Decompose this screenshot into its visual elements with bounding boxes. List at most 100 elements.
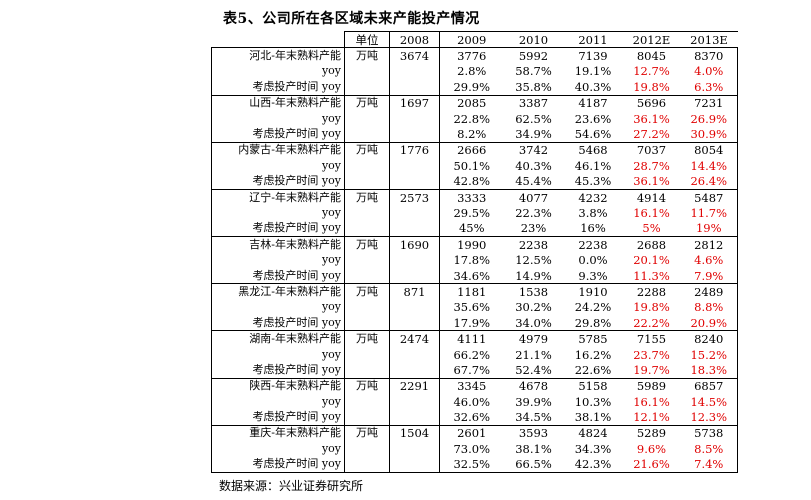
value-cell: 9.6% <box>636 441 667 456</box>
value-cell: 1181 <box>457 284 487 299</box>
unit-cell <box>344 220 390 238</box>
value-2008 <box>389 252 440 268</box>
value-cell: 45.4% <box>503 173 564 190</box>
value-cell: 4824 <box>578 426 608 441</box>
value-cell: 62.5% <box>515 111 552 126</box>
value-cell: 1910 <box>578 284 608 299</box>
value-cell: 14.4% <box>680 158 738 174</box>
value-cell: 8.5% <box>680 441 738 457</box>
value-cell: 39.9% <box>515 394 552 409</box>
value-cell: 21.1% <box>515 347 552 362</box>
value-cell: 20.9% <box>680 315 738 332</box>
value-cell: 7139 <box>578 49 608 64</box>
table-row: 山西-年末熟料产能 万吨 1697 2085 3387 4187 5696 7231 <box>211 95 738 111</box>
value-cell: 38.1% <box>515 441 552 456</box>
unit-cell: 万吨 <box>344 330 390 347</box>
value-cell: 5696 <box>636 96 667 111</box>
table-row: yoy 66.2% 21.1% 16.2% 23.7% 15.2% <box>211 346 738 363</box>
unit-cell <box>344 79 390 96</box>
value-cell: 3776 <box>457 49 487 64</box>
value-cell: 3333 <box>457 190 487 205</box>
value-cell: 12.3% <box>680 409 738 426</box>
value-cell: 35.8% <box>503 79 564 96</box>
row-label: yoy <box>211 110 345 127</box>
value-2008 <box>389 173 440 190</box>
row-label: yoy <box>211 158 345 174</box>
value-cell: 29.8% <box>563 315 623 332</box>
value-cell: 5% <box>622 220 681 238</box>
value-cell: 2688 <box>636 237 667 252</box>
value-cell: 23% <box>503 220 564 238</box>
unit-cell <box>344 252 390 268</box>
unit-cell: 万吨 <box>344 283 390 300</box>
value-cell: 22.3% <box>515 205 552 220</box>
value-cell: 14.9% <box>503 267 564 285</box>
unit-cell: 万吨 <box>344 142 390 159</box>
unit-cell <box>344 110 390 127</box>
value-cell: 6857 <box>680 378 738 394</box>
header-2010: 2010 <box>503 30 564 49</box>
table-row: 辽宁-年末熟料产能 万吨 2573 3333 4077 4232 4914 5487 <box>211 189 738 206</box>
value-cell: 45.3% <box>563 173 623 190</box>
table-row: yoy 50.1% 40.3% 46.1% 28.7% 14.4% <box>211 158 738 174</box>
region-label: 辽宁-年末熟料产能 <box>211 189 345 206</box>
unit-cell <box>344 205 390 221</box>
table-row: 考虑投产时间 yoy 8.2% 34.9% 54.6% 27.2% 30.9% <box>211 126 738 143</box>
value-cell: 34.6% <box>439 267 504 285</box>
table-row: 考虑投产时间 yoy 67.7% 52.4% 22.6% 19.7% 18.3% <box>211 362 738 379</box>
value-cell: 7155 <box>636 332 667 347</box>
value-cell: 10.3% <box>574 394 612 409</box>
value-2008: 2573 <box>389 189 440 206</box>
header-2012e: 2012E <box>622 30 681 49</box>
header-2011: 2011 <box>563 30 623 49</box>
value-cell: 23.6% <box>574 111 612 126</box>
row-label: 考虑投产时间 yoy <box>211 126 345 143</box>
value-cell: 18.3% <box>680 362 738 379</box>
value-cell: 3742 <box>518 143 549 158</box>
value-cell: 34.5% <box>503 409 564 426</box>
value-cell: 8045 <box>636 49 667 64</box>
value-cell: 19.7% <box>622 362 681 379</box>
table-row: yoy 35.6% 30.2% 24.2% 19.8% 8.8% <box>211 299 738 316</box>
unit-cell <box>344 362 390 379</box>
value-cell: 0.0% <box>578 253 608 268</box>
value-2008 <box>389 441 440 457</box>
value-cell: 15.2% <box>680 346 738 363</box>
table-row: yoy 2.8% 58.7% 19.1% 12.7% 4.0% <box>211 63 738 80</box>
unit-cell <box>344 393 390 410</box>
value-cell: 52.4% <box>503 362 564 379</box>
value-cell: 34.9% <box>503 126 564 143</box>
value-cell: 8.8% <box>680 299 738 316</box>
value-cell: 2238 <box>518 237 549 252</box>
value-cell: 32.5% <box>439 456 504 473</box>
value-cell: 5468 <box>578 143 608 158</box>
value-cell: 58.7% <box>515 64 552 79</box>
row-label: yoy <box>211 299 345 316</box>
value-cell: 4.0% <box>680 63 738 80</box>
value-cell: 6.3% <box>680 79 738 96</box>
table-row: 吉林-年末熟料产能 万吨 1690 1990 2238 2238 2688 2812 <box>211 236 738 253</box>
header-2008: 2008 <box>389 30 440 49</box>
row-label: 考虑投产时间 yoy <box>211 315 345 332</box>
unit-cell: 万吨 <box>344 425 390 442</box>
value-cell: 66.2% <box>453 347 491 362</box>
value-cell: 67.7% <box>439 362 504 379</box>
header-blank <box>211 31 345 49</box>
value-cell: 50.1% <box>453 158 491 173</box>
value-2008 <box>389 299 440 316</box>
value-cell: 36.1% <box>633 111 670 126</box>
row-label: 考虑投产时间 yoy <box>211 409 345 426</box>
value-cell: 5487 <box>680 189 738 206</box>
table-body: 河北-年末熟料产能 万吨 3674 3776 5992 7139 8045 8370 yoy 2.… <box>211 47 738 473</box>
value-cell: 2288 <box>636 284 667 299</box>
value-cell: 12.7% <box>633 64 670 79</box>
region-label: 重庆-年末熟料产能 <box>211 425 345 442</box>
value-cell: 42.8% <box>439 173 504 190</box>
row-label: yoy <box>211 205 345 221</box>
value-2008: 871 <box>389 283 440 300</box>
value-cell: 4111 <box>457 332 487 347</box>
value-cell: 16.1% <box>633 205 670 220</box>
row-label: yoy <box>211 393 345 410</box>
unit-cell <box>344 126 390 143</box>
value-cell: 20.1% <box>633 253 670 268</box>
